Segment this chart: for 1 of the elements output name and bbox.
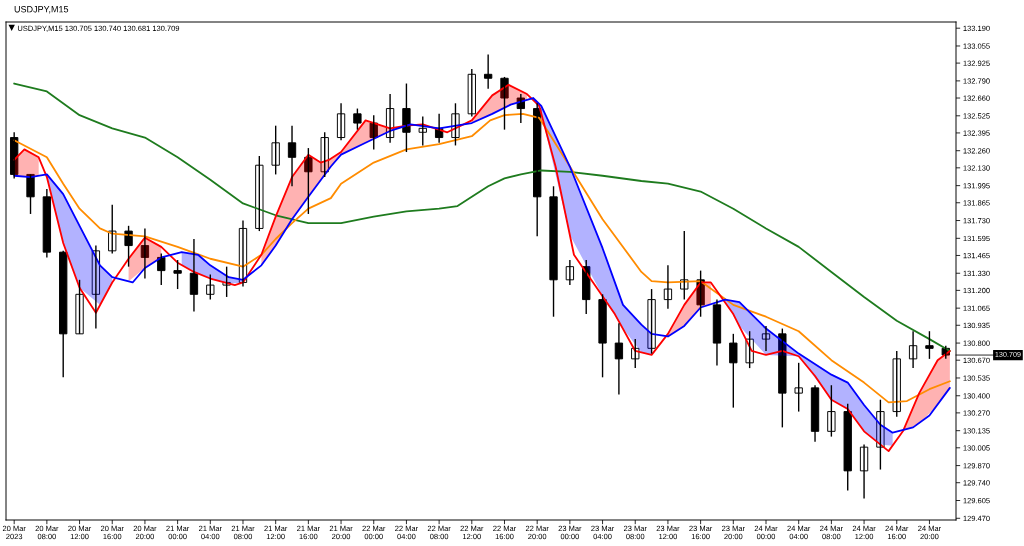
chart-title: USDJPY,M15 [14, 6, 69, 14]
